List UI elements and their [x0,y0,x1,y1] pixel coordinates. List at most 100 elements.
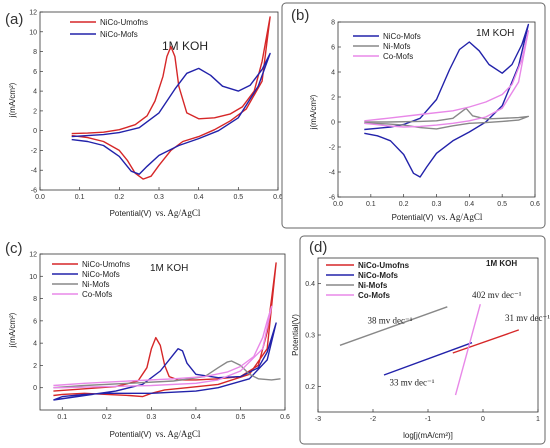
x-tick-label: 0.0 [35,194,45,201]
slope-label: 31 mv dec⁻¹ [505,313,550,323]
y-tick-label: -6 [31,188,37,195]
slope-label: 38 mv dec⁻¹ [368,316,413,326]
legend-label: NiCo-Umofns [100,18,148,27]
slope-label: 33 mv dec⁻¹ [390,377,435,387]
x-axis-title-main: Potential(V) [110,209,152,218]
y-tick-label: 8 [331,20,335,27]
x-tick-label: -1 [425,416,431,423]
panel-label: (b) [291,7,309,24]
legend-label: Ni-Mofs [82,280,110,289]
y-axis-title: j(mA/cm²) [309,94,318,130]
y-axis-title: j(mA/cm²) [8,312,17,348]
chart-panel-a: 0.0 0.1 0.2 0.3 0.4 0.5 0.6 -6 -4 -2 0 2 4 6 8 10 12 Pote… [5,10,283,219]
panel-label: (a) [5,11,23,28]
y-tick-label: 2 [331,95,335,102]
panel-label: (c) [5,240,23,257]
x-tick-label: 0.4 [194,194,204,201]
slope-label: 402 mv dec⁻¹ [472,290,522,300]
electrolyte-annotation: 1M KOH [476,28,514,39]
x-tick-label: -2 [370,416,376,423]
plot-frame [337,21,536,198]
y-tick-label: 6 [331,45,335,52]
x-tick-label: 0.4 [191,414,201,421]
x-tick-label: 0.6 [280,414,290,421]
series-line-co-mofs [454,304,481,396]
y-tick-label: 0.4 [305,281,315,288]
x-tick-label: 0.3 [154,194,164,201]
x-tick-label: 0.1 [366,201,376,208]
chart-panel-b: 0.0 0.1 0.2 0.3 0.4 0.5 0.6 -6 -4 -2 0 2 4 6 8 Potentia… [281,2,546,229]
x-tick-label: 0.3 [146,414,156,421]
legend-label: Co-Mofs [383,52,413,61]
x-axis-title: Potential(V) vs. Ag/AgCl [110,429,201,439]
series-line-nico-mofs [53,322,277,401]
series-line-nico-umofns [71,16,271,180]
series-line-ni-mofs [364,107,530,130]
x-tick-label: 0.6 [273,194,283,201]
legend-label: NiCo-Umofns [358,261,410,270]
y-tick-label: 0.3 [305,333,315,340]
x-axis-title-main: Potential(V) [392,213,434,222]
series-line-co-mofs [364,30,530,128]
y-tick-label: 6 [33,318,37,325]
x-tick-label: 1 [536,416,540,423]
x-axis-title-main: Potential(V) [110,430,152,439]
x-tick-label: 0.3 [432,201,442,208]
y-tick-label: 0 [331,120,335,127]
y-tick-label: 0 [33,128,37,135]
y-tick-label: 10 [29,29,37,36]
x-tick-label: 0.5 [233,194,243,201]
legend-label: NiCo-Mofs [358,271,399,280]
y-axis-title: j(mA/cm²) [8,82,17,118]
y-tick-label: 8 [33,296,37,303]
x-tick-label: 0.5 [497,201,507,208]
plot-frame [39,253,286,411]
x-tick-label: 0.2 [114,194,124,201]
x-axis-title-suffix: vs. Ag/AgCl [155,208,201,218]
y-tick-label: 0.2 [305,384,315,391]
legend-label: Co-Mofs [358,291,391,300]
legend-label: NiCo-Umofns [82,260,130,269]
x-tick-label: 0 [481,416,485,423]
x-tick-label: -3 [315,416,321,423]
y-tick-label: 6 [33,69,37,76]
y-tick-label: 12 [29,252,37,259]
plot-frame [39,11,279,191]
x-tick-label: 0.4 [464,201,474,208]
y-tick-label: -6 [329,195,335,202]
electrolyte-annotation: 1M KOH [486,259,517,268]
y-tick-label: -4 [329,170,335,177]
legend-label: Ni-Mofs [383,42,411,51]
y-tick-label: -2 [31,148,37,155]
panel-label: (d) [309,239,327,256]
series-line-nico-umofns [452,329,520,354]
x-axis-title-main: log[j(mA/cm²)] [403,431,453,440]
y-tick-label: 2 [33,363,37,370]
x-tick-label: 0.6 [530,201,540,208]
panel-border [299,235,546,445]
x-tick-label: 0.2 [399,201,409,208]
x-axis-title: log[j(mA/cm²)] [403,431,453,440]
y-tick-label: -4 [31,168,37,175]
series-line-nico-mofs [383,342,473,376]
series-line-ni-mofs [53,360,281,389]
legend-label: NiCo-Mofs [100,30,138,39]
legend-label: Co-Mofs [82,290,112,299]
y-tick-label: 10 [29,274,37,281]
y-tick-label: 4 [33,89,37,96]
series-line-nico-mofs [71,52,271,175]
x-tick-label: 0.5 [236,414,246,421]
y-tick-label: 8 [33,49,37,56]
y-tick-label: -2 [329,145,335,152]
x-tick-label: 0.1 [75,194,85,201]
legend-label: Ni-Mofs [358,281,388,290]
y-tick-label: 12 [29,10,37,17]
legend-label: NiCo-Mofs [383,32,421,41]
y-tick-label: 4 [331,70,335,77]
legend-label: NiCo-Mofs [82,270,120,279]
y-tick-label: 0 [33,385,37,392]
series-line-ni-mofs [339,306,448,346]
panel-border [281,2,546,229]
y-axis-title: Potential(V) [291,314,300,356]
x-tick-label: 0.0 [333,201,343,208]
